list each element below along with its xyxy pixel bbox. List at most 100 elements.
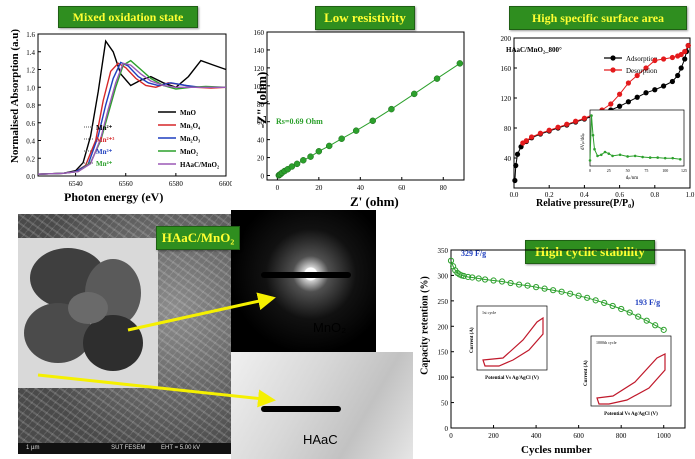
nyquist-point — [352, 127, 360, 134]
bet-point — [625, 99, 631, 105]
bet-point — [682, 56, 688, 62]
xanes-legend-label: Mn₂O₃ — [180, 135, 200, 143]
nyquist-ytick-label: 20 — [257, 155, 265, 163]
cycling-point — [481, 276, 489, 283]
nyquist-ylabel: -Z" (ohm) — [254, 71, 269, 129]
cycling-point — [532, 284, 540, 291]
bet-point — [617, 91, 623, 97]
bet-point — [564, 121, 570, 127]
xanes-ytick-label: 0.4 — [26, 138, 35, 146]
nyquist-ytick-label: 160 — [254, 29, 265, 37]
bet-ytick-label: 80 — [504, 125, 512, 133]
nyquist-ytick-label: 140 — [254, 47, 265, 55]
bet-point — [669, 54, 675, 61]
cycling-point — [515, 281, 523, 288]
bet-legend-marker — [610, 55, 616, 61]
xanes-series-3 — [37, 59, 227, 175]
xanes-xtick-label: 6580 — [169, 180, 184, 188]
xanes-series-1 — [37, 62, 227, 175]
bet-xtick-label: 0.4 — [580, 191, 589, 199]
cv-last-loop — [596, 353, 666, 405]
beam-stop — [261, 272, 351, 278]
surface-area-badge: High specific surface area — [509, 6, 687, 30]
micrograph-panel: 1 µm SUT FESEM EHT = 5.00 kV MnO₂ HAaC H… — [18, 210, 413, 459]
cv-first-ylabel: Current (A) — [470, 327, 475, 353]
cv-last-title: 1000th cycle — [596, 340, 617, 345]
bet-point — [529, 134, 535, 140]
cycling-point — [460, 272, 467, 280]
xanes-ytick-label: 0.6 — [26, 120, 35, 128]
xanes-xlabel: Photon energy (eV) — [64, 190, 164, 204]
cycling-xtick-label: 400 — [531, 432, 542, 440]
bet-inset-xtick-label: 100 — [662, 168, 668, 173]
cycling-xtick-label: 0 — [449, 432, 453, 440]
bet-inset-point — [591, 133, 595, 137]
bet-point — [675, 53, 681, 59]
cycling-point — [609, 302, 616, 310]
bet-ytick-label: 160 — [501, 65, 512, 73]
bet-ytick-label: 200 — [501, 35, 512, 43]
scale-bar-label: 1 µm — [26, 445, 40, 451]
nyquist-point — [456, 60, 464, 67]
cycling-frame — [450, 249, 686, 429]
xanes-ytick-label: 1.4 — [26, 49, 35, 57]
cycling-xlabel: Cycles number — [521, 444, 592, 456]
xanes-series-0 — [37, 39, 227, 175]
cycling-point — [567, 290, 574, 297]
bet-point — [546, 127, 552, 133]
bet-inset-point — [590, 114, 593, 117]
cycling-point — [660, 326, 667, 333]
bet-point — [643, 65, 649, 71]
low-resistivity-badge: Low resistivity — [315, 6, 415, 30]
bet-inset-point — [663, 156, 667, 160]
bet-xtick-label: 0.6 — [615, 191, 624, 199]
xanes-series-4 — [37, 62, 226, 175]
bet-xtick-label: 1.0 — [686, 191, 695, 199]
cycling-ytick-label: 100 — [438, 374, 449, 382]
bet-inset-point — [671, 156, 675, 160]
bet-inset-point — [618, 153, 622, 157]
bet-point — [643, 90, 649, 96]
cycling-point — [469, 274, 476, 281]
bet-inset-point — [678, 157, 682, 161]
bet-inset-xlabel: dₚ/nm — [626, 176, 639, 181]
tem-particles — [24, 248, 143, 371]
xanes-legend-label: HAaC/MnO₂ — [180, 161, 219, 169]
bet-inset-xtick-label: 50 — [626, 168, 630, 173]
bet-inset-ylabel: dVₚ/ddₚ — [581, 133, 586, 150]
nyquist-point — [388, 105, 395, 113]
pointer-arrows — [37, 292, 276, 408]
cycling-ylabel: Capacity retention (%) — [419, 276, 431, 375]
bet-title: HAaC/MnO₂_800° — [506, 46, 562, 54]
cycling-point — [541, 285, 548, 292]
xanes-edge-label: Mn²⁺ — [96, 124, 113, 132]
nyquist-panel: Low resistivity 0 20 40 60 80 100 120 140 160 0 20… — [232, 0, 472, 210]
nyquist-annotation: Rs=0.69 Ohm — [276, 117, 323, 126]
xanes-edge-label: Mn²⁺³ — [96, 136, 114, 144]
cycling-panel: High cyclic stability 0 50 100 150 200 250 300… — [413, 210, 695, 459]
xanes-xtick-label: 6600 — [219, 180, 232, 188]
cv-first-loop — [482, 316, 544, 367]
bet-point — [685, 42, 691, 49]
cycling-annotation-end: 193 F/g — [635, 298, 660, 307]
nyquist-xlabel: Z' (ohm) — [350, 194, 399, 209]
cycling-point — [626, 309, 633, 316]
xanes-chart: 0.0 0.2 0.4 0.6 0.8 1.0 1.2 1.4 1.6 6540 6560 6580 6… — [26, 31, 232, 188]
xanes-ytick-label: 0.2 — [26, 155, 35, 163]
cycling-ytick-label: 250 — [438, 298, 449, 306]
nyquist-xtick-label: 0 — [276, 184, 280, 192]
cycling-point — [652, 322, 659, 329]
nyquist-xtick-label: 80 — [440, 184, 448, 192]
xanes-ytick-label: 1.2 — [26, 67, 35, 75]
arrow-to-haac — [37, 373, 276, 408]
bet-frame — [513, 37, 691, 189]
nyquist-point — [410, 90, 418, 98]
nyquist-frame — [266, 31, 465, 181]
bet-legend-label: Desorption — [626, 67, 658, 75]
cycling-point — [490, 277, 497, 284]
bet-inset-point — [596, 154, 599, 158]
bet-point — [617, 103, 623, 109]
bet-inset-point — [648, 156, 652, 159]
cycling-ytick-label: 200 — [438, 323, 449, 331]
bet-inset-point — [599, 153, 603, 157]
